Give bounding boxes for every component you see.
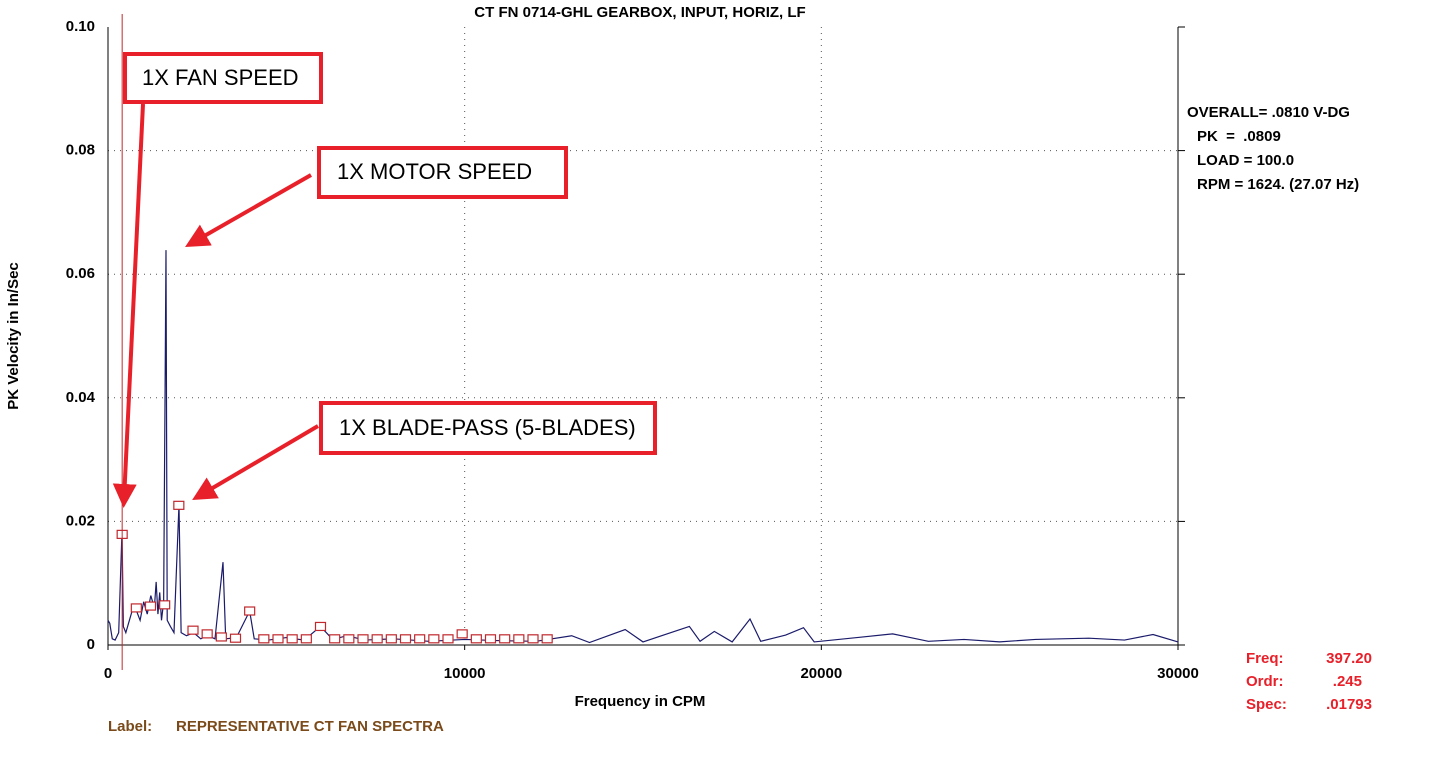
label-text: REPRESENTATIVE CT FAN SPECTRA: [176, 718, 444, 735]
y-tick-label: 0.02: [66, 512, 95, 529]
cursor-value: 397.20: [1326, 650, 1372, 667]
harmonic-marker: [159, 600, 171, 610]
y-axis-label: PK Velocity in In/Sec: [5, 262, 22, 410]
cursor-value: .01793: [1326, 696, 1372, 713]
harmonic-marker: [187, 625, 199, 635]
harmonic-marker: [414, 634, 426, 644]
harmonic-marker: [329, 634, 341, 644]
annotations: 1X FAN SPEED 1X MOTOR SPEED 1X BLADE-PAS…: [112, 52, 657, 508]
info-line: PK = .0809: [1197, 128, 1281, 145]
annotation-box: [317, 146, 568, 199]
harmonic-marker: [357, 634, 369, 644]
harmonic-marker: [229, 633, 242, 643]
harmonic-marker: [371, 634, 383, 644]
harmonic-marker: [499, 634, 511, 644]
x-tick-label: 20000: [800, 665, 842, 682]
annotation-arrow: [185, 173, 312, 247]
x-tick-label: 30000: [1157, 665, 1199, 682]
chart-title: CT FN 0714-GHL GEARBOX, INPUT, HORIZ, LF: [474, 4, 805, 21]
harmonic-marker: [258, 634, 270, 644]
annotation-box: [319, 401, 657, 455]
harmonic-marker: [541, 634, 553, 644]
harmonic-marker: [215, 632, 227, 642]
info-line: RPM = 1624. (27.07 Hz): [1197, 176, 1359, 193]
harmonic-marker: [428, 634, 440, 644]
cursor-label: Ordr:: [1246, 673, 1284, 690]
harmonic-marker: [470, 634, 482, 644]
annotation-arrow: [112, 103, 145, 508]
harmonic-marker: [272, 634, 284, 644]
y-tick-label: 0.06: [66, 265, 95, 282]
y-tick-label: 0.04: [66, 389, 96, 406]
harmonic-marker: [442, 634, 454, 644]
harmonic-marker: [244, 606, 256, 616]
info-line: LOAD = 100.0: [1197, 152, 1294, 169]
annotation: 1X MOTOR SPEED: [337, 159, 532, 184]
annotation: 1X BLADE-PASS (5-BLADES): [339, 415, 636, 440]
harmonic-marker: [385, 634, 397, 644]
y-tick-label: 0: [87, 636, 95, 653]
x-tick-label: 10000: [444, 665, 486, 682]
harmonic-marker: [130, 603, 142, 613]
x-axis-label: Frequency in CPM: [575, 693, 706, 710]
label-caption: Label:: [108, 718, 152, 735]
cursor-label: Spec:: [1246, 696, 1287, 713]
annotation: 1X FAN SPEED: [142, 65, 299, 90]
harmonic-marker: [314, 621, 327, 632]
harmonic-marker: [484, 634, 497, 644]
harmonic-marker: [343, 634, 355, 644]
harmonic-marker: [201, 629, 213, 639]
harmonic-marker: [144, 601, 157, 611]
harmonic-marker: [300, 634, 312, 644]
harmonic-marker: [286, 634, 298, 644]
y-tick-label: 0.08: [66, 142, 95, 159]
harmonic-marker: [456, 629, 468, 639]
harmonic-marker: [173, 500, 185, 510]
harmonic-marker: [513, 634, 525, 644]
y-tick-label: 0.10: [66, 18, 95, 35]
info-line: OVERALL= .0810 V-DG: [1187, 104, 1350, 121]
harmonic-marker: [527, 634, 539, 644]
annotation-box: [123, 52, 323, 104]
harmonic-marker: [399, 634, 412, 644]
cursor-label: Freq:: [1246, 650, 1284, 667]
cursor-value: .245: [1333, 673, 1362, 690]
annotation-arrow: [192, 424, 320, 501]
x-tick-label: 0: [104, 665, 112, 682]
